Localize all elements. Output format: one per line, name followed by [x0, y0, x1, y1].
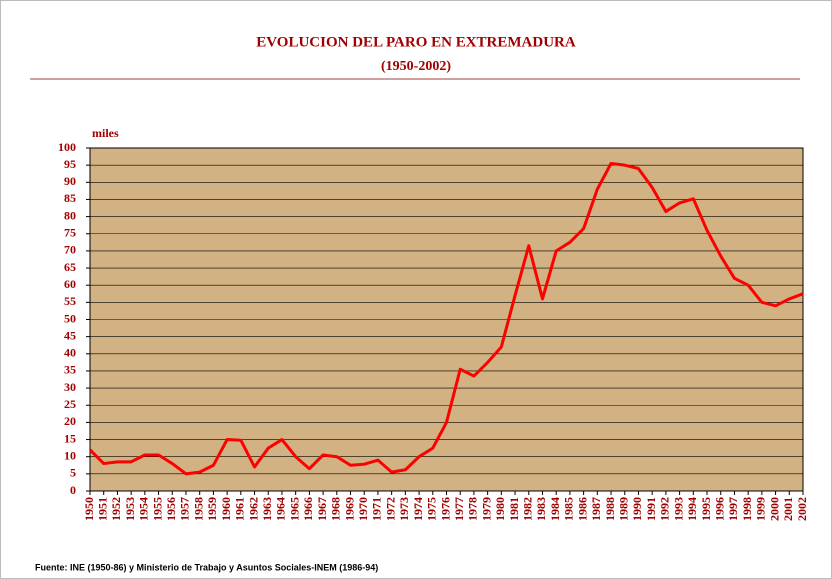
- x-tick-label: 1987: [589, 497, 603, 521]
- y-tick-label: 40: [64, 346, 76, 360]
- x-tick-label: 1995: [699, 497, 713, 521]
- y-tick-label: 60: [64, 277, 76, 291]
- x-tick-label: 1964: [274, 497, 288, 521]
- x-tick-label: 1980: [493, 497, 507, 521]
- x-tick-label: 1977: [452, 497, 466, 521]
- y-tick-label: 20: [64, 414, 76, 428]
- chart-subtitle: (1950-2002): [381, 59, 451, 74]
- x-tick-label: 1972: [383, 497, 397, 521]
- x-tick-label: 1956: [164, 497, 178, 521]
- x-tick-label: 1988: [603, 497, 617, 521]
- x-tick-label: 1984: [548, 497, 562, 521]
- chart-title: EVOLUCION DEL PARO EN EXTREMADURA: [256, 34, 576, 50]
- x-tick-label: 1991: [644, 497, 658, 521]
- y-tick-label: 50: [64, 311, 76, 325]
- x-tick-label: 1985: [562, 497, 576, 521]
- y-tick-label: 90: [64, 174, 76, 188]
- x-tick-label: 1952: [109, 497, 123, 521]
- x-tick-label: 1965: [287, 497, 301, 521]
- x-tick-label: 2001: [781, 497, 795, 521]
- x-tick-label: 1954: [137, 497, 151, 521]
- x-tick-label: 1976: [438, 497, 452, 521]
- x-tick-label: 1953: [123, 497, 137, 521]
- x-tick-label: 1970: [356, 497, 370, 521]
- y-tick-label: 35: [64, 363, 76, 377]
- source-note: Fuente: INE (1950-86) y Ministerio de Tr…: [35, 562, 378, 572]
- x-tick-label: 1957: [178, 497, 192, 521]
- x-tick-label: 1968: [329, 497, 343, 521]
- y-tick-label: 0: [70, 483, 76, 497]
- data-line: [88, 161, 804, 476]
- y-tick-label: 25: [64, 397, 76, 411]
- x-tick-label: 1998: [740, 497, 754, 521]
- x-tick-label: 1978: [466, 497, 480, 521]
- y-tick-label: 75: [64, 226, 76, 240]
- x-tick-label: 1981: [507, 497, 521, 521]
- y-tick-label: 5: [70, 466, 76, 480]
- y-tick-label: 55: [64, 294, 76, 308]
- x-tick-label: 1986: [575, 497, 589, 521]
- x-tick-label: 1993: [671, 497, 685, 521]
- y-tick-label: 10: [64, 448, 76, 462]
- y-tick-label: 65: [64, 260, 76, 274]
- y-tick-label: 15: [64, 431, 76, 445]
- y-axis-label: miles: [92, 126, 119, 140]
- x-tick-label: 1989: [617, 497, 631, 521]
- x-tick-label: 1974: [411, 497, 425, 521]
- y-tick-label: 80: [64, 208, 76, 222]
- x-tick-label: 1973: [397, 497, 411, 521]
- x-tick-label: 1982: [521, 497, 535, 521]
- x-tick-label: 1967: [315, 497, 329, 521]
- x-tick-label: 1983: [534, 497, 548, 521]
- x-tick-label: 1962: [246, 497, 260, 521]
- x-tick-label: 1994: [685, 497, 699, 521]
- x-tick-label: 1966: [301, 497, 315, 521]
- x-tick-label: 2000: [767, 497, 781, 521]
- x-tick-label: 1999: [754, 497, 768, 521]
- x-tick-label: 1951: [95, 497, 109, 521]
- x-tick-label: 1997: [726, 497, 740, 521]
- y-tick-label: 45: [64, 328, 76, 342]
- x-tick-label: 2002: [795, 497, 809, 521]
- x-tick-label: 1971: [370, 497, 384, 521]
- y-tick-label: 100: [58, 140, 76, 154]
- x-tick-label: 1979: [479, 497, 493, 521]
- x-tick-label: 1969: [342, 497, 356, 521]
- x-tick-label: 1955: [150, 497, 164, 521]
- x-tick-label: 1958: [191, 497, 205, 521]
- x-tick-label: 1990: [630, 497, 644, 521]
- x-tick-label: 1961: [233, 497, 247, 521]
- y-tick-label: 95: [64, 157, 76, 171]
- x-tick-label: 1960: [219, 497, 233, 521]
- y-tick-label: 70: [64, 243, 76, 257]
- y-tick-label: 30: [64, 380, 76, 394]
- x-tick-label: 1992: [658, 497, 672, 521]
- y-tick-label: 85: [64, 191, 76, 205]
- x-tick-label: 1996: [712, 497, 726, 521]
- x-tick-label: 1950: [82, 497, 96, 521]
- x-tick-label: 1975: [425, 497, 439, 521]
- x-tick-label: 1963: [260, 497, 274, 521]
- x-tick-label: 1959: [205, 497, 219, 521]
